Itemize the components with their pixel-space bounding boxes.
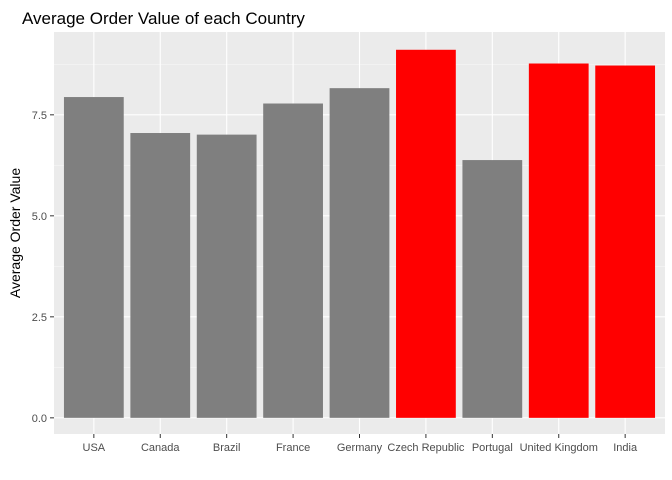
y-tick-label: 5.0 [32, 211, 47, 223]
bar-canada [130, 133, 191, 418]
bar-france [263, 103, 323, 418]
bar-united-kingdom [528, 63, 589, 418]
x-tick-label: India [613, 442, 638, 454]
y-axis-title: Average Order Value [7, 168, 23, 298]
x-tick-label: Portugal [472, 442, 513, 454]
x-tick-label: United Kingdom [520, 442, 598, 454]
y-tick-label: 7.5 [32, 110, 47, 122]
bar-usa [63, 97, 124, 418]
bar-czech-republic [396, 49, 456, 418]
bar-brazil [196, 134, 257, 418]
x-axis-ticks: USA Canada Brazil France Germany Czech Republ… [83, 434, 638, 454]
x-tick-label: Brazil [213, 442, 241, 454]
bars-group [63, 49, 656, 418]
x-tick-label: Canada [141, 442, 180, 454]
bar-india [595, 65, 656, 418]
y-axis-ticks: 0.0 2.5 5.0 7.5 [32, 110, 54, 425]
bar-germany [329, 88, 390, 418]
x-tick-label: Germany [337, 442, 383, 454]
y-tick-label: 2.5 [32, 312, 47, 324]
chart-title: Average Order Value of each Country [22, 9, 305, 28]
y-tick-label: 0.0 [32, 413, 47, 425]
x-tick-label: Czech Republic [387, 442, 465, 454]
bar-portugal [462, 160, 523, 418]
x-tick-label: France [276, 442, 310, 454]
x-tick-label: USA [83, 442, 106, 454]
